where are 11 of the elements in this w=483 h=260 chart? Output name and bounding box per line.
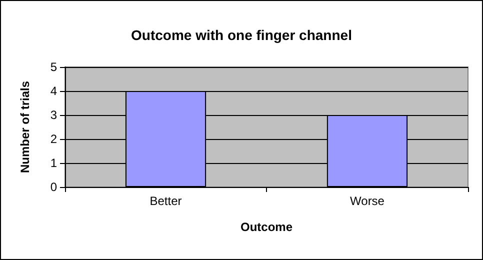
- y-axis-title: Number of trials: [18, 80, 32, 174]
- y-tick-label: 1: [50, 156, 58, 170]
- y-tick-label: 2: [50, 132, 58, 146]
- chart-title: Outcome with one finger channel: [131, 27, 352, 43]
- x-tick-label: Worse: [350, 194, 385, 208]
- y-tick-label: 3: [50, 108, 58, 122]
- x-tick-label: Better: [150, 194, 182, 208]
- y-tick-label: 4: [50, 84, 58, 98]
- y-tick-label: 0: [50, 180, 58, 194]
- y-tick-label: 5: [50, 60, 58, 74]
- x-axis-title: Outcome: [240, 220, 293, 234]
